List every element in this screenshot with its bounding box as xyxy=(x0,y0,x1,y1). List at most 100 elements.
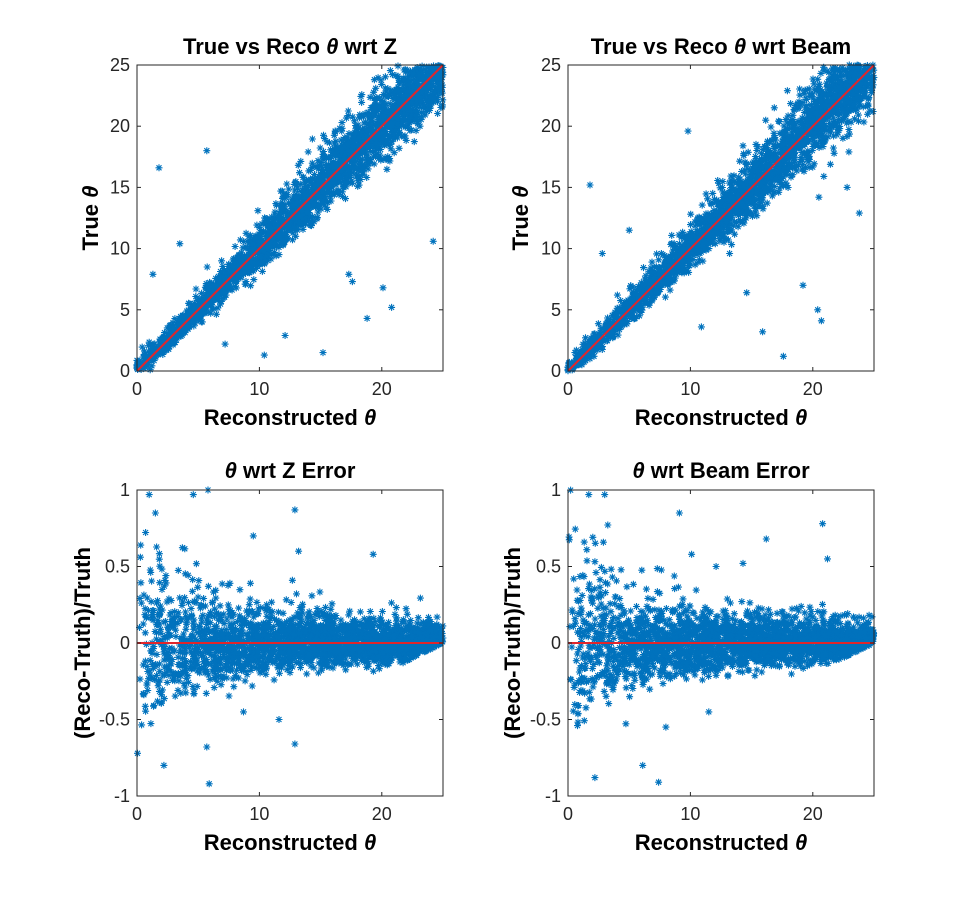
data-point xyxy=(668,276,677,285)
data-point xyxy=(813,75,822,84)
data-point xyxy=(427,64,436,73)
data-point xyxy=(314,208,323,217)
data-point xyxy=(221,340,230,349)
data-point xyxy=(612,311,621,321)
data-point xyxy=(243,237,252,246)
data-point xyxy=(730,230,739,239)
data-point xyxy=(830,149,839,158)
data-point xyxy=(808,134,817,143)
data-point xyxy=(393,119,403,129)
data-point xyxy=(805,152,814,161)
data-point xyxy=(859,117,868,127)
data-point xyxy=(314,200,324,209)
data-point xyxy=(301,182,310,191)
data-point xyxy=(415,71,424,80)
chart-title: True vs Reco θ wrt Z xyxy=(183,34,397,59)
data-point xyxy=(722,234,731,243)
data-point xyxy=(422,66,431,75)
data-point xyxy=(722,218,731,227)
data-point xyxy=(738,141,748,150)
y-tick-label: 20 xyxy=(110,116,130,136)
data-point xyxy=(203,262,212,272)
data-point xyxy=(849,100,858,109)
data-point xyxy=(838,134,847,143)
data-point xyxy=(291,177,300,186)
x-axis-label: Reconstructed θ xyxy=(204,405,376,430)
data-point xyxy=(148,270,157,279)
data-point xyxy=(382,165,391,174)
data-point xyxy=(365,158,375,167)
data-point xyxy=(138,343,147,352)
data-point xyxy=(798,141,807,150)
data-point xyxy=(197,289,206,298)
data-point xyxy=(304,166,313,175)
data-point xyxy=(381,72,390,81)
data-point xyxy=(258,267,267,276)
data-point xyxy=(831,91,840,100)
data-point xyxy=(344,106,353,116)
data-point xyxy=(639,263,648,272)
x-tick-label: 20 xyxy=(372,379,392,399)
data-point xyxy=(385,154,394,163)
data-point xyxy=(757,149,766,158)
data-point xyxy=(362,173,371,182)
y-tick-label: 0 xyxy=(120,361,130,381)
data-point xyxy=(770,144,779,153)
data-point xyxy=(766,122,775,132)
data-point xyxy=(283,190,292,199)
data-point xyxy=(613,304,622,313)
data-point xyxy=(315,191,324,200)
data-point xyxy=(723,225,732,234)
data-point xyxy=(252,221,261,230)
data-point xyxy=(369,148,378,157)
data-point xyxy=(369,88,378,97)
data-point xyxy=(802,101,811,110)
data-point xyxy=(652,263,661,272)
data-point xyxy=(748,159,757,168)
data-point xyxy=(836,78,845,87)
data-point xyxy=(433,78,442,88)
data-point xyxy=(381,92,391,101)
data-point xyxy=(293,184,302,193)
data-point xyxy=(839,66,848,76)
data-point xyxy=(419,102,428,111)
data-point xyxy=(335,143,345,153)
data-point xyxy=(632,312,641,321)
data-point xyxy=(792,162,801,171)
data-point xyxy=(323,137,332,146)
data-point xyxy=(350,163,359,173)
reference-line xyxy=(136,64,444,372)
data-point xyxy=(357,98,366,107)
data-point xyxy=(784,183,793,192)
data-point xyxy=(264,222,273,231)
data-point xyxy=(759,161,768,170)
data-point xyxy=(739,219,748,228)
data-point xyxy=(412,101,421,110)
data-point xyxy=(735,157,744,166)
data-point xyxy=(430,93,440,103)
data-point xyxy=(205,278,214,287)
data-point xyxy=(342,133,352,142)
data-point xyxy=(400,65,409,75)
data-point xyxy=(315,161,324,170)
data-point xyxy=(613,291,622,300)
data-point xyxy=(741,211,750,220)
data-point xyxy=(804,157,813,166)
data-point xyxy=(316,143,325,153)
data-point xyxy=(753,201,762,210)
data-point xyxy=(811,128,820,138)
data-point xyxy=(250,258,259,268)
data-point xyxy=(240,251,249,260)
data-point xyxy=(185,299,194,308)
data-point xyxy=(281,331,290,340)
data-point xyxy=(746,165,755,175)
data-point xyxy=(409,69,418,78)
data-point xyxy=(338,124,347,133)
data-point xyxy=(861,79,870,88)
data-point xyxy=(703,194,712,203)
data-point xyxy=(334,187,343,196)
data-point xyxy=(776,148,785,157)
data-point xyxy=(715,237,724,246)
data-point xyxy=(378,283,388,292)
